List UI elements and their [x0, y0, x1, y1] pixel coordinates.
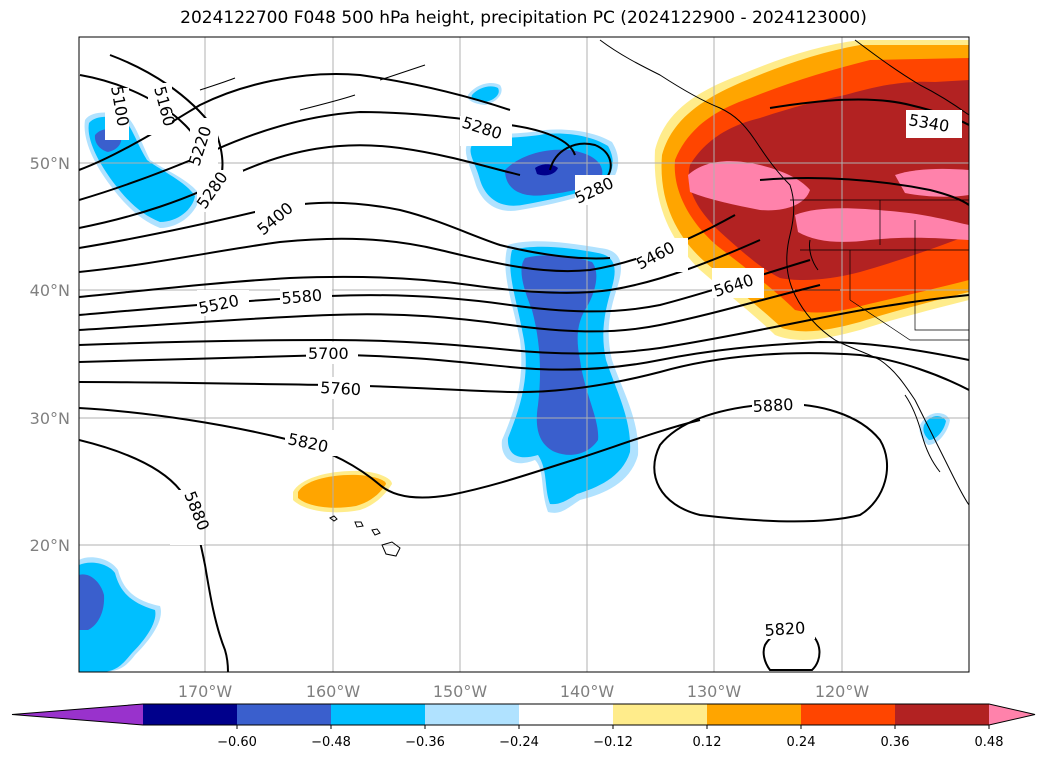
colorbar-segment [331, 704, 426, 725]
colorbar-segment [425, 704, 520, 725]
contour-label: 5760 [320, 378, 362, 399]
colorbar-tick-label: 0.24 [787, 735, 816, 750]
contour-label: 5880 [752, 395, 794, 416]
latitude-labels: 50°N 40°N 30°N 20°N [30, 154, 70, 555]
lat-label: 40°N [30, 281, 70, 300]
colorbar-tick-label: 0.36 [881, 735, 910, 750]
hawaii-islands [329, 515, 401, 557]
colorbar-tick-label: 0.48 [975, 735, 1004, 750]
height-contours [79, 54, 969, 672]
contour-label: 5820 [764, 618, 806, 640]
contour-label: 5580 [281, 286, 323, 308]
colorbar-outline [11, 703, 1036, 726]
colorbar-tick-label: −0.48 [311, 735, 351, 750]
colorbar-segment [801, 704, 896, 725]
lon-label: 120°W [815, 682, 870, 701]
longitude-labels: 170°W 160°W 150°W 140°W 130°W 120°W [178, 682, 870, 701]
colorbar-segment [519, 704, 614, 725]
lat-label: 20°N [30, 536, 70, 555]
state-borders [790, 199, 969, 341]
colorbar-tick-label: −0.24 [499, 735, 539, 750]
plot-frame [78, 36, 970, 673]
colorbar-segment [707, 704, 802, 725]
lat-label: 30°N [30, 409, 70, 428]
colorbar-segment [613, 704, 708, 725]
colorbar-tick-label: −0.12 [593, 735, 633, 750]
coastlines [199, 39, 969, 506]
map-title: 2024122700 F048 500 hPa height, precipit… [180, 8, 867, 28]
contour-label: 5700 [308, 344, 349, 363]
precip-negative-southwest [79, 557, 161, 672]
lon-label: 140°W [560, 682, 615, 701]
plot-area [79, 37, 969, 672]
colorbar-tick-label: 0.12 [693, 735, 722, 750]
colorbar: −0.60 −0.48 −0.36 −0.24 −0.12 0.12 0.24 0.36 0.4… [11, 703, 1036, 750]
colorbar-segment [143, 704, 238, 725]
lon-label: 160°W [306, 682, 361, 701]
colorbar-tick-label: −0.60 [217, 735, 257, 750]
precip-positive-na [654, 40, 969, 340]
colorbar-tick-label: −0.36 [405, 735, 445, 750]
contour-label-group: 5100 5160 5220 5280 5400 5280 5280 5340 … [105, 83, 962, 640]
precip-band-pink-3 [895, 168, 969, 197]
colorbar-arrow-low [12, 704, 143, 725]
lon-label: 170°W [178, 682, 233, 701]
colorbar-segment [237, 704, 332, 725]
precip-positive-hawaii [293, 470, 392, 513]
lon-label: 130°W [687, 682, 742, 701]
colorbar-segment [895, 704, 990, 725]
lon-label: 150°W [433, 682, 488, 701]
precip-band-pink-2 [795, 208, 969, 242]
colorbar-arrow-high [989, 704, 1035, 725]
lat-label: 50°N [30, 154, 70, 173]
precip-negative-baja [919, 413, 950, 445]
